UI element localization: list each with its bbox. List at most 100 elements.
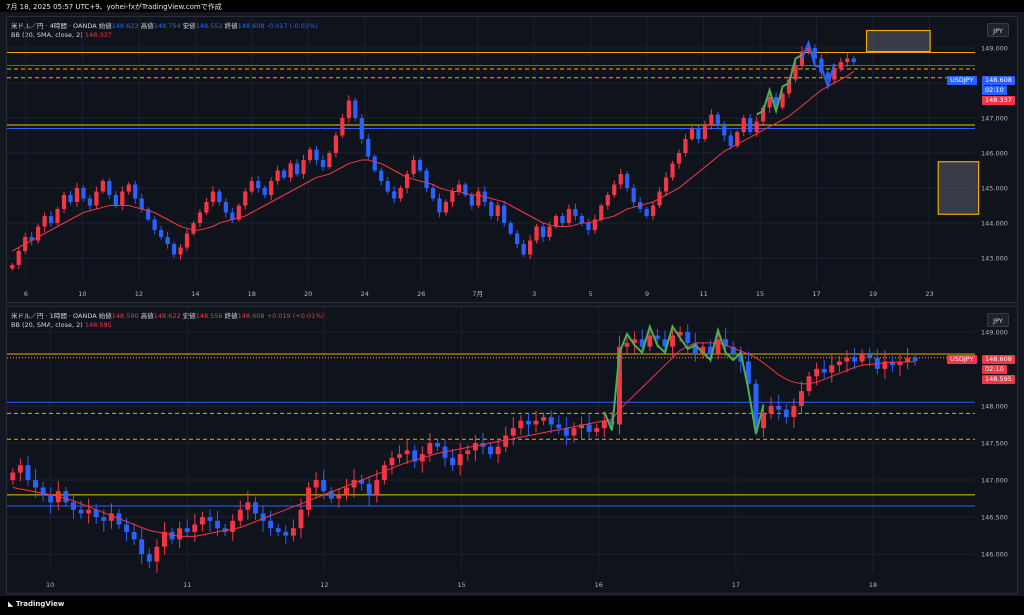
candle-body — [650, 205, 656, 216]
candle-body — [838, 62, 843, 69]
chart-pane-4h[interactable]: 米ドル／円 · 4時間 · OANDA 始値148.623 高値148.754 … — [6, 16, 1018, 303]
candle-body — [700, 346, 706, 355]
currency-button[interactable]: JPY — [987, 313, 1009, 327]
candle-body — [882, 361, 888, 369]
x-tick-label: 5 — [589, 290, 593, 298]
candle-body — [456, 184, 461, 192]
candle-body — [832, 69, 837, 80]
candle-body — [541, 417, 547, 421]
x-tick-label: 7月 — [472, 290, 483, 298]
candle-body — [647, 335, 653, 347]
candle-body — [379, 170, 384, 181]
candle-body — [366, 139, 371, 157]
candle-body — [230, 520, 236, 532]
x-tick-label: 12 — [320, 581, 328, 589]
candle-body — [715, 114, 720, 125]
chart-pane-1h[interactable]: 米ドル／円 · 1時間 · OANDA 始値148.590 高値148.622 … — [6, 306, 1018, 594]
legend-close-label: 終値 — [224, 312, 238, 320]
legend-ohlc: 米ドル／円 · 4時間 · OANDA 始値148.623 高値148.754 … — [11, 20, 318, 30]
candle-body — [346, 100, 351, 118]
x-tick-label: 19 — [869, 290, 877, 298]
candlestick-chart-1h: 149.000 148.000 147.500 147.000 146.500 146.0… — [7, 307, 1008, 589]
candle-body — [457, 454, 463, 466]
candle-body — [353, 100, 358, 118]
candle-body — [340, 118, 345, 136]
candle-body — [489, 202, 494, 216]
candle-body — [735, 132, 740, 146]
candle-body — [366, 483, 372, 495]
elliott-wave-green — [603, 323, 765, 435]
candle-body — [450, 457, 456, 466]
candle-body — [852, 357, 858, 362]
candle-body — [793, 65, 798, 80]
candle-body — [290, 528, 296, 536]
x-tick-label: 18 — [248, 290, 256, 298]
candle-body — [540, 226, 546, 237]
candle-body — [605, 195, 610, 206]
candle-body — [819, 58, 824, 73]
x-tick-label: 15 — [756, 290, 764, 298]
x-tick-label: 26 — [417, 290, 425, 298]
countdown-tag: 02:10 — [982, 86, 1007, 95]
currency-button[interactable]: JPY — [987, 23, 1009, 37]
top-bar: 7月 18, 2025 05:57 UTC+9、yohei-fxがTrading… — [0, 0, 1024, 12]
candle-body — [768, 405, 774, 414]
candle-body — [417, 160, 423, 171]
legend-high-label: 高値 — [140, 22, 154, 30]
x-tick-label: 23 — [925, 290, 933, 298]
candle-body — [301, 160, 306, 174]
candle-body — [799, 51, 805, 66]
candle-body — [178, 247, 183, 255]
candle-body — [398, 188, 403, 199]
candle-body — [306, 487, 312, 510]
candle-body — [113, 195, 118, 206]
candle-body — [430, 188, 436, 199]
candle-body — [165, 237, 170, 244]
candle-body — [905, 357, 911, 362]
candle-body — [791, 405, 797, 418]
price-tag: 148.608 — [982, 355, 1015, 364]
legend-close-label: 終値 — [224, 22, 238, 30]
candle-body — [631, 188, 636, 202]
candle-body — [55, 209, 60, 223]
candle-body — [707, 346, 713, 355]
candle-body — [776, 405, 782, 410]
legend-bb-label: BB (20, SMA, close, 2) — [11, 31, 83, 39]
legend-low: 148.552 — [195, 22, 223, 30]
candle-body — [48, 216, 54, 223]
legend-bb: BB (20, SMA, close, 2) 148.595 — [11, 321, 112, 329]
candle-body — [670, 335, 676, 347]
candle-body — [260, 513, 266, 521]
candle-body — [715, 339, 721, 355]
candle-body — [786, 79, 792, 94]
candle-body — [336, 494, 342, 499]
candle-body — [283, 531, 289, 536]
legend-ohlc: 米ドル／円 · 1時間 · OANDA 始値148.590 高値148.622 … — [11, 310, 324, 320]
legend-open-label: 始値 — [98, 312, 112, 320]
candle-body — [812, 48, 818, 59]
candle-body — [897, 361, 903, 366]
candle-body — [566, 209, 572, 223]
candle-body — [199, 517, 205, 525]
candle-body — [372, 156, 377, 171]
legend-close: 148.608 — [237, 22, 265, 30]
candle-body — [472, 443, 478, 451]
candle-body — [696, 128, 701, 139]
x-tick-label: 9 — [645, 290, 649, 298]
candle-body — [573, 209, 578, 216]
candle-body — [94, 191, 99, 206]
candle-body — [210, 191, 216, 202]
candle-body — [68, 195, 73, 202]
candle-body — [476, 191, 481, 206]
candle-body — [268, 520, 274, 529]
candle-body — [527, 240, 533, 255]
candle-body — [556, 424, 562, 429]
candle-body — [81, 188, 86, 199]
candle-body — [508, 223, 513, 234]
legend-close: 148.608 — [237, 312, 265, 320]
x-tick-label: 17 — [812, 290, 820, 298]
logo-mark-icon: ◣ — [8, 600, 16, 608]
candle-body — [685, 331, 691, 343]
y-tick-label: 149.000 — [981, 328, 1008, 336]
candle-body — [644, 209, 649, 216]
